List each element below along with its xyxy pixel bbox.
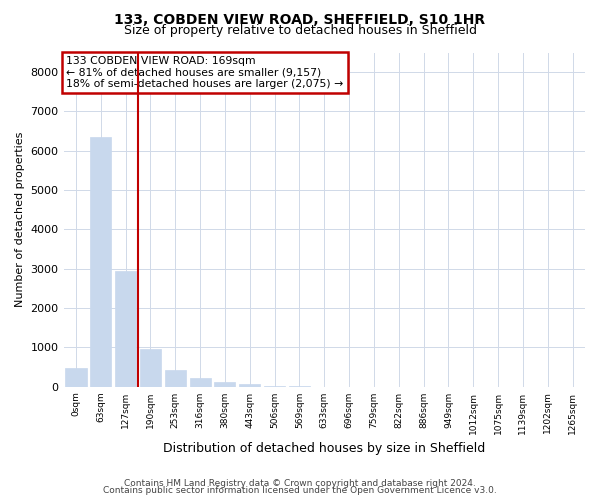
- Bar: [140, 350, 161, 387]
- Bar: [115, 270, 136, 386]
- Bar: [239, 384, 260, 386]
- Bar: [190, 378, 211, 386]
- Text: Contains public sector information licensed under the Open Government Licence v3: Contains public sector information licen…: [103, 486, 497, 495]
- Text: 133 COBDEN VIEW ROAD: 169sqm
← 81% of detached houses are smaller (9,157)
18% of: 133 COBDEN VIEW ROAD: 169sqm ← 81% of de…: [66, 56, 343, 89]
- Y-axis label: Number of detached properties: Number of detached properties: [15, 132, 25, 308]
- Bar: [90, 137, 112, 386]
- X-axis label: Distribution of detached houses by size in Sheffield: Distribution of detached houses by size …: [163, 442, 485, 455]
- Bar: [65, 368, 86, 386]
- Bar: [214, 382, 235, 386]
- Text: Size of property relative to detached houses in Sheffield: Size of property relative to detached ho…: [124, 24, 476, 37]
- Text: Contains HM Land Registry data © Crown copyright and database right 2024.: Contains HM Land Registry data © Crown c…: [124, 478, 476, 488]
- Text: 133, COBDEN VIEW ROAD, SHEFFIELD, S10 1HR: 133, COBDEN VIEW ROAD, SHEFFIELD, S10 1H…: [115, 12, 485, 26]
- Bar: [165, 370, 186, 386]
